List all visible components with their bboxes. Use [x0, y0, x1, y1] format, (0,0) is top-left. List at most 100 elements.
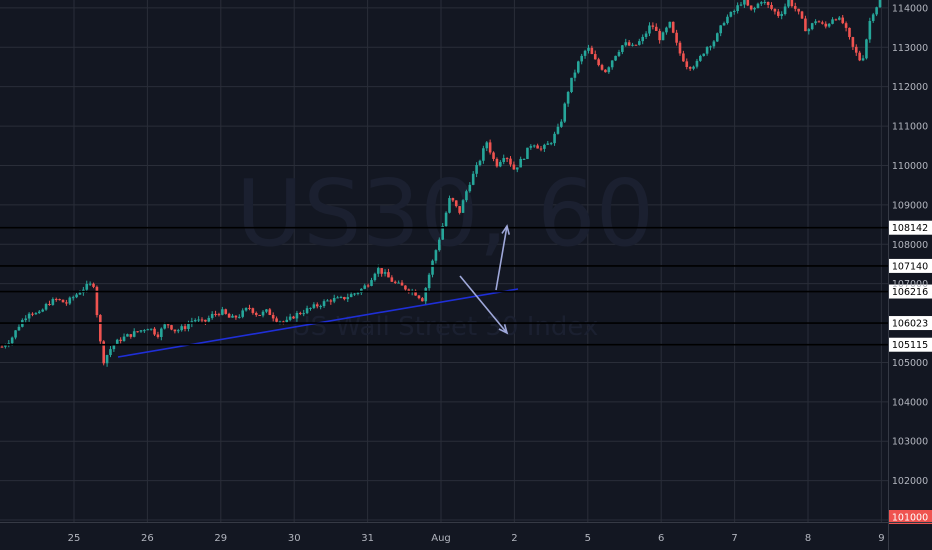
price-axis[interactable]: 114000 113000 112000 111000 110000 109000 1080… — [888, 0, 932, 550]
candle-body — [634, 44, 638, 46]
y-tick-label: 110000 — [892, 161, 928, 172]
candle-body — [760, 2, 763, 4]
candle-body — [404, 285, 407, 290]
candle-body — [214, 313, 217, 315]
candle-body — [492, 152, 495, 159]
candle-body — [139, 330, 143, 332]
candle-body — [671, 21, 675, 33]
candle-body — [695, 60, 699, 67]
candle-body — [539, 148, 543, 150]
candle-body — [580, 55, 583, 62]
price-level-tag — [889, 258, 932, 273]
bearish-arrow[interactable] — [459, 275, 508, 334]
candle-body — [441, 226, 444, 240]
x-tick-label: 31 — [361, 533, 374, 544]
candle-body — [756, 3, 760, 9]
candle-body — [0, 346, 4, 348]
candle-body — [668, 21, 672, 28]
candle-body — [336, 297, 339, 299]
candle-body — [180, 326, 183, 331]
candle-body — [170, 325, 173, 330]
candle-body — [512, 164, 516, 170]
candle-body — [421, 298, 424, 302]
candle-body — [153, 328, 156, 335]
candle-body — [221, 309, 224, 315]
candle-body — [17, 326, 21, 331]
candle-body — [777, 11, 780, 16]
candle-body — [427, 274, 431, 289]
x-tick-label: 8 — [805, 533, 811, 544]
time-axis[interactable]: 25 26 29 30 31 Aug 2 5 6 7 8 9 — [0, 522, 932, 545]
candle-body — [505, 158, 509, 160]
candle-body — [807, 29, 811, 32]
x-tick-label: 30 — [288, 533, 301, 544]
candle-body — [702, 53, 706, 56]
bullish-arrow[interactable] — [495, 225, 508, 291]
candle-body — [417, 295, 421, 299]
candle-body — [878, 0, 882, 8]
symbol-watermark: US30, 60 US Wall Street 30 Index — [236, 160, 654, 342]
candle-body — [163, 324, 167, 329]
candle-body — [566, 92, 570, 104]
candle-body — [78, 292, 82, 295]
candle-body — [193, 320, 197, 322]
candle-body — [373, 273, 377, 281]
candle-body — [58, 299, 61, 301]
candle-body — [604, 69, 607, 73]
candle-body — [739, 4, 743, 6]
candle-body — [519, 158, 522, 168]
candle-body — [132, 331, 136, 337]
candle-body — [204, 319, 207, 322]
candle-body — [543, 144, 546, 149]
candle-body — [390, 277, 394, 282]
candle-body — [817, 21, 821, 23]
candle-body — [644, 33, 648, 37]
candle-body — [719, 25, 722, 34]
candle-body — [814, 21, 817, 24]
candle-body — [726, 16, 729, 24]
candle-body — [407, 289, 411, 292]
candle-body — [332, 298, 336, 302]
current-price-label: 101000 — [892, 513, 928, 524]
candle-body — [641, 36, 645, 42]
y-tick-label: 114000 — [892, 3, 928, 14]
candle-body — [129, 334, 133, 337]
candle-body — [136, 331, 139, 333]
candle-body — [444, 212, 448, 227]
candle-body — [607, 67, 611, 73]
price-level-label: 106023 — [892, 319, 928, 330]
candle-body — [556, 126, 560, 134]
candle-body — [854, 46, 858, 53]
candle-body — [868, 20, 872, 40]
candle-body — [387, 272, 390, 278]
x-tick-label: 29 — [214, 533, 227, 544]
candle-body — [380, 268, 383, 274]
candle-body — [109, 349, 112, 356]
candle-body — [309, 307, 312, 309]
y-tick-label: 111000 — [892, 122, 928, 133]
candle-body — [48, 303, 51, 305]
candle-body — [187, 323, 190, 329]
candle-body — [678, 42, 682, 54]
candle-body — [658, 30, 661, 41]
candle-body — [838, 17, 841, 20]
candle-body — [339, 297, 343, 299]
candle-body — [536, 145, 539, 149]
candle-body — [858, 52, 861, 61]
candle-body — [583, 50, 587, 56]
candle-body — [254, 312, 258, 315]
x-tick-label: 7 — [731, 533, 737, 544]
price-level-tag — [889, 316, 932, 331]
candle-body — [95, 286, 99, 316]
candle-body — [682, 53, 685, 62]
candle-body — [705, 47, 709, 54]
candle-body — [183, 326, 187, 329]
candle-body — [736, 5, 739, 12]
watermark-subtitle: US Wall Street 30 Index — [292, 312, 599, 342]
candle-body — [149, 328, 153, 330]
x-tick-label: 25 — [68, 533, 81, 544]
candle-body — [4, 345, 7, 347]
horizontal-levels: 108142 107140 106216 106023 105115 — [0, 220, 932, 352]
